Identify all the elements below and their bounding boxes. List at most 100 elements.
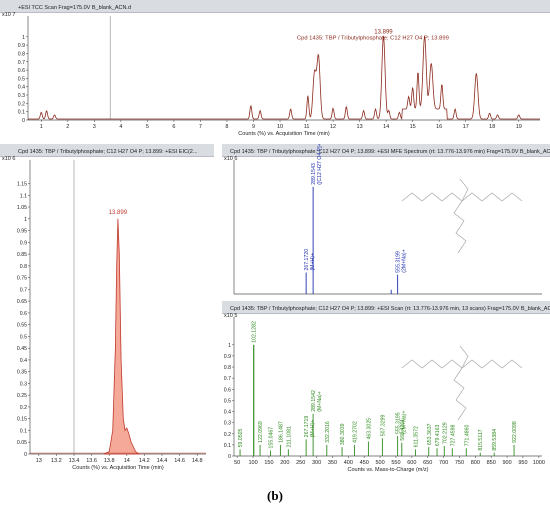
x-tick-label: 14.6 bbox=[174, 458, 185, 464]
y-tick-label: 0.95 bbox=[17, 229, 27, 235]
peak-mz-label: 332.2016 bbox=[325, 421, 331, 443]
peak-mz-label: 507.3299 bbox=[380, 414, 386, 436]
peak-mz-label: 555.3195 bbox=[396, 412, 402, 434]
peak-mz-label: 815.5117 bbox=[478, 429, 484, 450]
y-tick-label: 1.05 bbox=[17, 205, 27, 211]
peak-mz-label: 653.3637 bbox=[427, 423, 433, 445]
x-tick-label: 13.2 bbox=[51, 458, 62, 464]
y-tick-label: 0.3 bbox=[224, 421, 231, 427]
y-scale-label: x10 7 bbox=[2, 12, 15, 18]
eic-panel: Cpd 1435: TBP / Tributylphosphate; C12 H… bbox=[0, 144, 214, 476]
scan-chart-svg: Cpd 1435: TBP / Tributylphosphate; C12 H… bbox=[224, 306, 550, 473]
x-tick-label: 10 bbox=[277, 124, 283, 130]
y-tick-label: 0.3 bbox=[18, 93, 25, 99]
y-tick-label: 0.75 bbox=[17, 276, 27, 282]
peak-mz-label: 59.0505 bbox=[238, 428, 244, 447]
peak-mz-label: 859.5384 bbox=[492, 429, 498, 451]
x-tick-label: 200 bbox=[280, 460, 289, 466]
x-tick-label: 150 bbox=[264, 460, 273, 466]
scan-header-bar bbox=[222, 301, 550, 314]
x-tick-label: 2 bbox=[66, 124, 69, 130]
y-tick-label: 0.9 bbox=[18, 43, 25, 49]
y-tick-label: 1 bbox=[228, 343, 231, 349]
x-tick-label: 350 bbox=[328, 460, 337, 466]
y-scale-label: x10 5 bbox=[224, 313, 237, 319]
peak-mz-label: 267.1720 bbox=[304, 249, 310, 271]
y-tick-label: 0.1 bbox=[20, 428, 27, 434]
x-tick-label: 750 bbox=[455, 460, 464, 466]
x-tick-label: 4 bbox=[119, 124, 122, 130]
peak-mz-label: 727.4598 bbox=[450, 424, 456, 446]
x-tick-label: 17 bbox=[463, 124, 469, 130]
x-tick-label: 13.6 bbox=[86, 458, 97, 464]
tbp-structure-drawing bbox=[401, 345, 523, 421]
y-tick-label: 0.5 bbox=[20, 334, 27, 340]
y-tick-label: 0.2 bbox=[18, 101, 25, 107]
y-tick-label: 0.1 bbox=[224, 443, 231, 449]
x-tick-label: 18 bbox=[489, 124, 495, 130]
x-tick-label: 8 bbox=[225, 124, 228, 130]
peak-mz-label: 463.3025 bbox=[366, 418, 372, 440]
x-tick-label: 13 bbox=[357, 124, 363, 130]
peak-mz-label: 122.0969 bbox=[258, 421, 264, 443]
y-tick-label: 0.8 bbox=[20, 264, 27, 270]
y-tick-label: 0.85 bbox=[17, 252, 27, 258]
y-tick-label: 1.1 bbox=[20, 193, 27, 199]
mfe-header-bar bbox=[222, 144, 550, 157]
x-tick-label: 19 bbox=[516, 124, 522, 130]
x-tick-label: 850 bbox=[487, 460, 496, 466]
peak-mz-label: 419.2702 bbox=[352, 421, 358, 443]
peak-ion-label: (2M+Na)+ bbox=[402, 249, 408, 272]
peak-mz-label: 771.4860 bbox=[464, 424, 470, 446]
y-tick-label: 0.5 bbox=[18, 76, 25, 82]
y-tick-label: 1.15 bbox=[17, 182, 27, 188]
x-tick-label: 50 bbox=[234, 460, 240, 466]
compound-annotation: Cpd 1435: TBP / Tributylphosphate; C12 H… bbox=[297, 35, 449, 41]
y-tick-label: 0.8 bbox=[224, 365, 231, 371]
chart-header-text: Cpd 1435: TBP / Tributylphosphate; C12 H… bbox=[230, 306, 550, 312]
y-tick-label: 0.8 bbox=[18, 51, 25, 57]
x-tick-label: 15 bbox=[410, 124, 416, 130]
x-tick-label: 400 bbox=[344, 460, 353, 466]
y-tick-label: 0.25 bbox=[17, 393, 27, 399]
x-tick-label: 300 bbox=[312, 460, 321, 466]
x-tick-label: 11 bbox=[304, 124, 310, 130]
x-tick-label: 550 bbox=[391, 460, 400, 466]
x-tick-label: 14.4 bbox=[157, 458, 168, 464]
y-tick-label: 0.2 bbox=[20, 405, 27, 411]
x-axis-label: Counts vs. Mass-to-Charge (m/z) bbox=[348, 467, 429, 473]
y-tick-label: 0.5 bbox=[224, 398, 231, 404]
y-tick-label: 0.4 bbox=[18, 85, 25, 91]
peak-mz-label: 289.1543 bbox=[311, 163, 317, 185]
eic-chart-svg: Cpd 1435: TBP / Tributylphosphate; C12 H… bbox=[2, 149, 206, 471]
peak-mz-label: 702.2129 bbox=[442, 422, 448, 444]
y-tick-label: 0.6 bbox=[18, 68, 25, 74]
y-tick-label: 0.65 bbox=[17, 299, 27, 305]
x-tick-label: 1 bbox=[40, 124, 43, 130]
y-scale-label: x10 6 bbox=[224, 156, 237, 162]
peak-mz-label: 922.0098 bbox=[512, 421, 518, 443]
chart-header-text: +ESI TCC Scan Frag=175.0V B_blank_ACN.d bbox=[18, 5, 131, 11]
tic-trace-line bbox=[28, 35, 540, 120]
x-tick-label: 12 bbox=[330, 124, 336, 130]
x-tick-label: 14 bbox=[383, 124, 389, 130]
x-tick-label: 500 bbox=[375, 460, 384, 466]
x-tick-label: 950 bbox=[518, 460, 527, 466]
x-tick-label: 14.8 bbox=[192, 458, 203, 464]
y-tick-label: 0.9 bbox=[224, 354, 231, 360]
tic-chart-svg: +ESI TCC Scan Frag=175.0V B_blank_ACN.dx… bbox=[2, 5, 540, 137]
peak-mz-label: 267.1719 bbox=[304, 416, 310, 438]
x-tick-label: 800 bbox=[471, 460, 480, 466]
x-tick-label: 14.2 bbox=[139, 458, 150, 464]
x-axis-label: Counts (%) vs. Acquisition Time (min) bbox=[238, 131, 330, 137]
x-tick-label: 16 bbox=[436, 124, 442, 130]
peak-mz-label: 568.4261 bbox=[400, 419, 406, 441]
eic-peak-area bbox=[103, 218, 141, 455]
y-tick-label: 1 bbox=[24, 217, 27, 223]
x-tick-label: 650 bbox=[423, 460, 432, 466]
x-tick-label: 250 bbox=[296, 460, 305, 466]
x-tick-label: 6 bbox=[172, 124, 175, 130]
x-tick-label: 13 bbox=[36, 458, 42, 464]
y-tick-label: 0 bbox=[228, 454, 231, 460]
x-tick-label: 5 bbox=[146, 124, 149, 130]
